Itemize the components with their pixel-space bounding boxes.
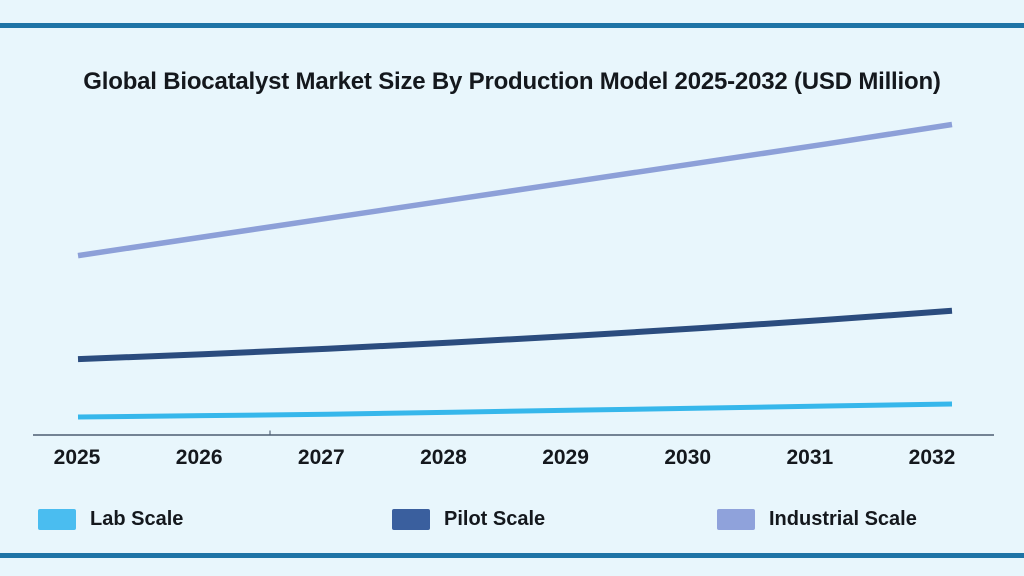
legend-label: Pilot Scale	[444, 508, 546, 530]
legend-item-lab-scale: Lab Scale	[38, 507, 183, 531]
line-series-pilot-scale	[77, 307, 953, 363]
x-axis-label-2028: 2028	[420, 446, 467, 469]
line-series-industrial-scale	[77, 121, 953, 259]
legend-swatch-pilot-scale	[392, 508, 430, 530]
legend-swatch-lab-scale	[38, 508, 76, 530]
bottom-border-rule	[0, 553, 1024, 558]
x-axis-label-2026: 2026	[175, 446, 223, 469]
legend-label: Lab Scale	[90, 508, 184, 530]
legend-label: Industrial Scale	[769, 508, 917, 530]
line-series-lab-scale	[77, 401, 953, 420]
legend-item-industrial-scale: Industrial Scale	[717, 507, 917, 531]
x-axis-label-2029: 2029	[542, 446, 589, 469]
legend-item-pilot-scale: Pilot Scale	[392, 507, 545, 531]
x-axis-label-2025: 2025	[53, 446, 101, 469]
x-axis-label-2027: 2027	[297, 446, 345, 469]
x-axis-label-2030: 2030	[664, 446, 712, 469]
chart-title: Global Biocatalyst Market Size By Produc…	[83, 68, 941, 96]
top-border-rule	[0, 23, 1024, 28]
x-axis-label-2031: 2031	[786, 446, 834, 469]
x-axis-label-2032: 2032	[908, 446, 956, 469]
legend-swatch-industrial-scale	[717, 508, 755, 530]
series-lines	[77, 121, 953, 420]
